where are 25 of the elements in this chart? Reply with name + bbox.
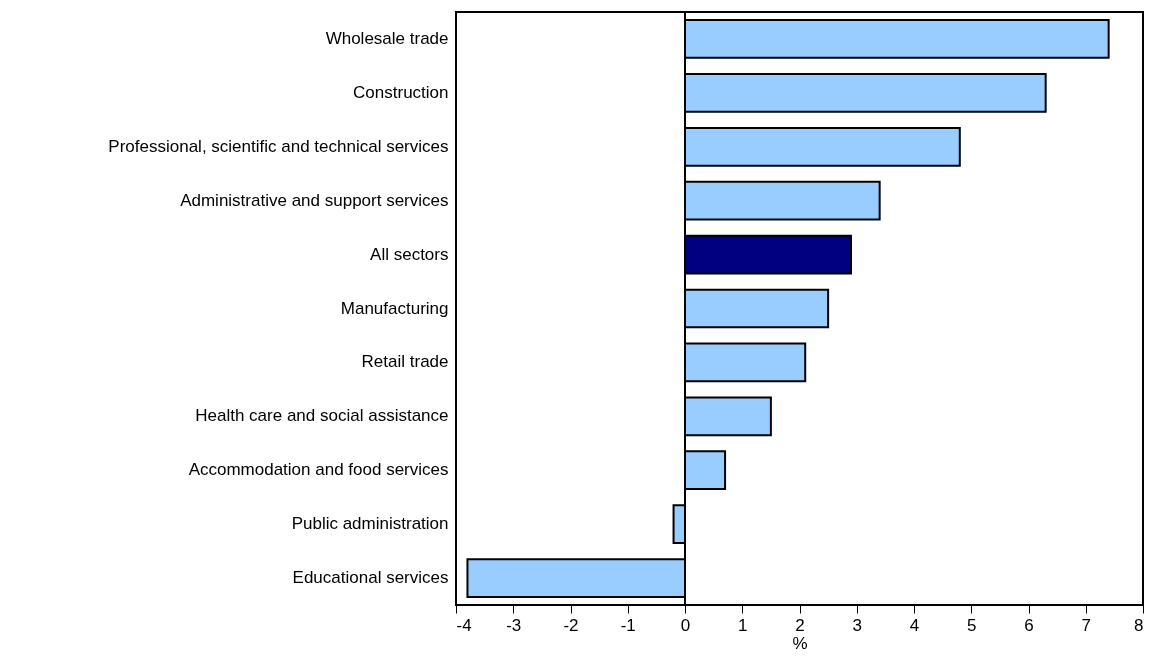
y-tick-label: Professional, scientific and technical services [108,136,449,156]
x-tick-label: 1 [738,615,748,635]
x-tick-label: 8 [1134,615,1144,635]
x-tick-label: -2 [563,615,579,635]
x-tick-label: -4 [456,615,472,635]
x-axis-title: % [792,633,808,653]
y-tick-label: Retail trade [361,352,449,372]
x-tick-label: 4 [909,615,920,635]
y-tick-label: All sectors [370,244,449,264]
y-tick-label: Educational services [292,568,449,588]
y-tick-label: Accommodation and food services [188,460,449,480]
x-tick-label: -3 [506,615,522,635]
x-tick-label: 5 [967,615,977,635]
x-tick-label: 0 [680,615,691,635]
x-tick-label: 6 [1024,615,1034,635]
y-tick-label: Manufacturing [340,298,449,318]
y-tick-label: Construction [353,82,449,102]
x-tick-label: 7 [1081,615,1091,635]
x-tick-label: 2 [795,615,805,635]
y-tick-label: Health care and social assistance [195,406,449,426]
y-tick-label: Wholesale trade [325,28,449,48]
y-tick-label: Administrative and support services [180,190,449,210]
y-tick-label: Public administration [291,514,449,534]
x-tick-label: -1 [620,615,636,635]
x-tick-label: 3 [852,615,862,635]
